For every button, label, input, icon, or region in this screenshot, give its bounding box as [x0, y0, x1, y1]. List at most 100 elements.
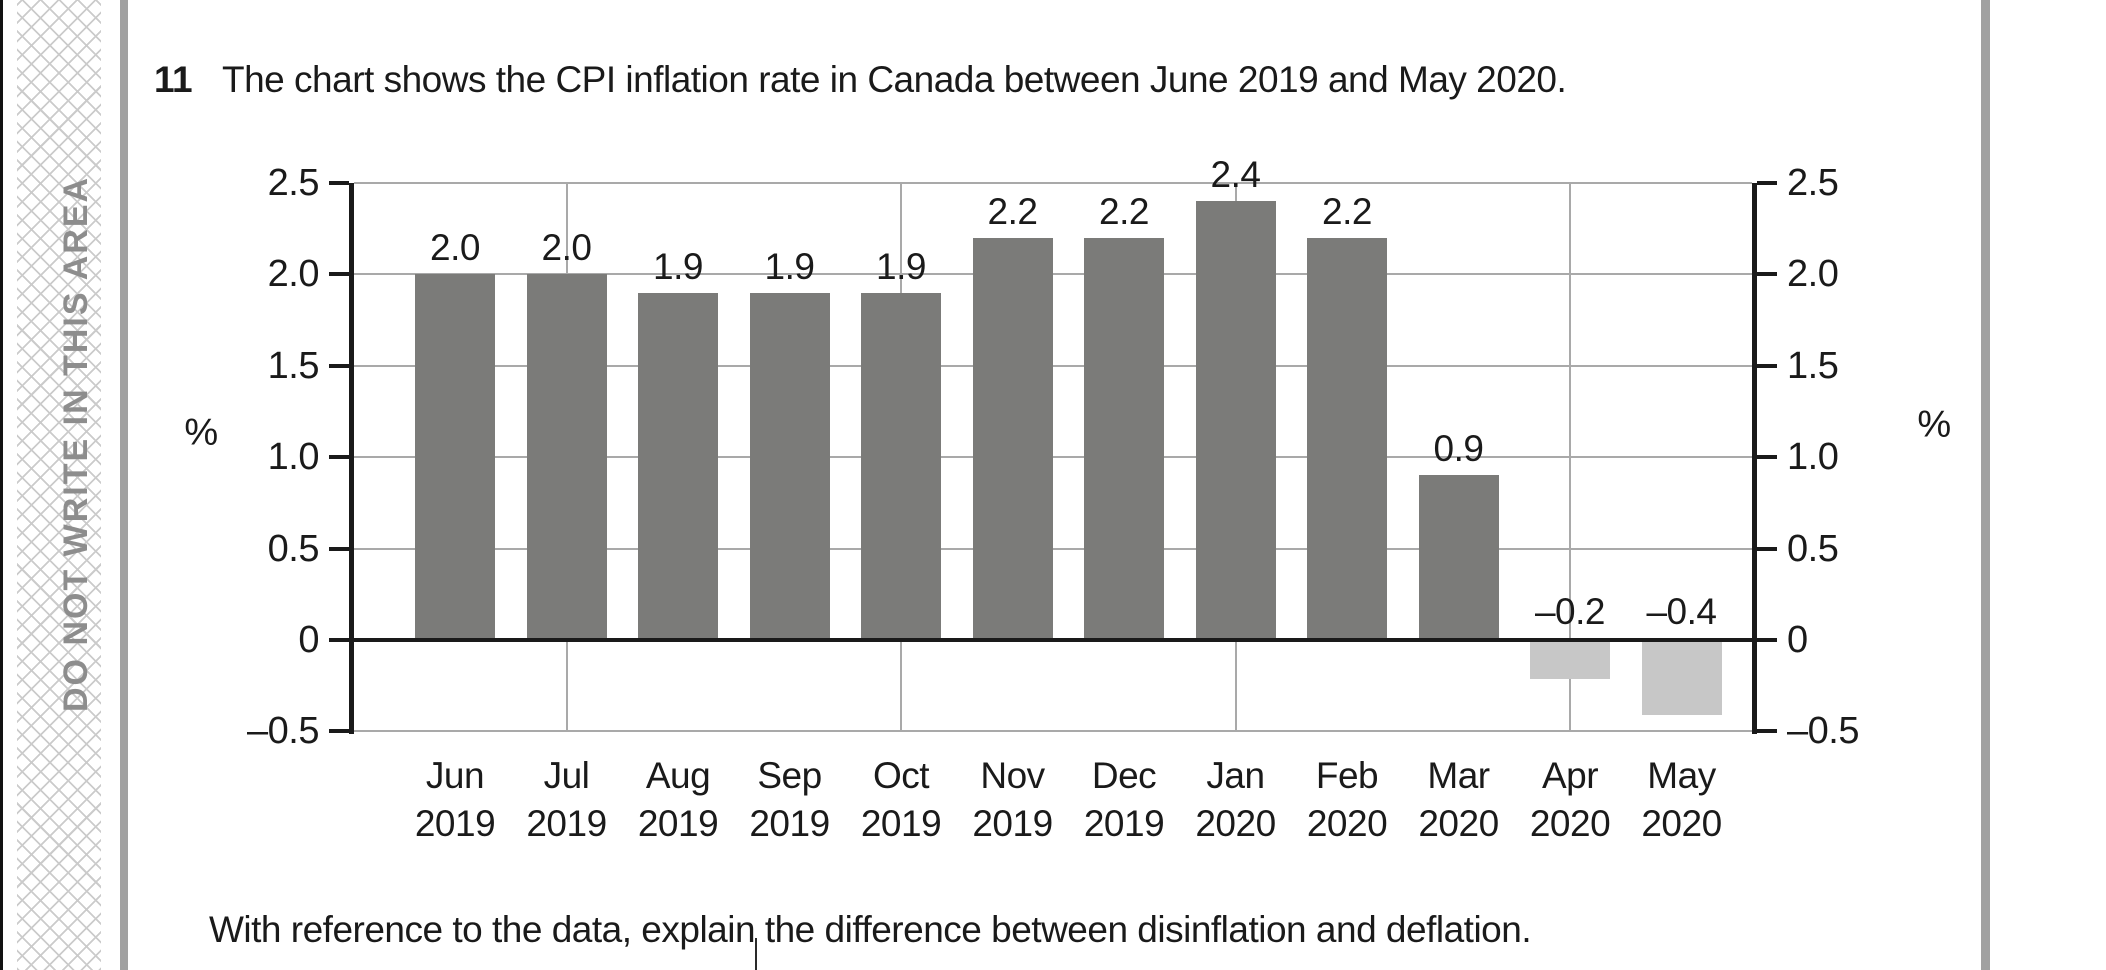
month-year: 2019 [972, 803, 1053, 844]
bar [861, 292, 941, 640]
bar [972, 237, 1053, 640]
bar-value-label: –0.4 [1646, 591, 1717, 632]
right-axis-tick [1757, 638, 1777, 642]
zero-line [354, 638, 1752, 642]
month-label: Jan 2020 [1156, 752, 1316, 848]
bar [1195, 201, 1276, 640]
left-divider-bar [120, 0, 128, 970]
month-name: Dec [1091, 755, 1157, 796]
month-name: Jun [425, 755, 485, 796]
month-name: Nov [980, 755, 1045, 796]
month-year: 2020 [1418, 803, 1499, 844]
bar [1307, 237, 1387, 640]
right-axis-tick [1757, 546, 1777, 551]
bar [415, 274, 495, 640]
y-tick-label-right: 2.0 [1787, 253, 1839, 296]
month-label: May 2020 [1602, 752, 1762, 848]
horizontal-gridline [354, 364, 1752, 367]
right-axis-tick [1757, 729, 1777, 734]
y-tick-label-left: 0.5 [267, 527, 320, 570]
right-axis-line [1752, 183, 1757, 734]
y-tick-label-right: 0 [1787, 619, 1808, 661]
month-year: 2019 [414, 803, 496, 844]
month-label: Apr 2020 [1490, 752, 1650, 848]
right-divider-bar [1981, 0, 1990, 970]
left-axis-tick [329, 181, 349, 185]
month-label: Jul 2019 [487, 752, 647, 848]
text-cursor [755, 938, 757, 970]
month-name: Mar [1427, 755, 1490, 796]
month-year: 2019 [860, 803, 942, 844]
bar [1530, 642, 1610, 679]
y-axis-unit-label-right: % [1917, 403, 1951, 446]
bar-value-label: 1.9 [764, 245, 815, 287]
right-axis-tick [1757, 455, 1777, 460]
bar-value-label: 2.0 [541, 227, 592, 269]
right-axis-tick [1757, 181, 1777, 185]
month-name: Oct [872, 755, 930, 796]
y-tick-label-left: 2.0 [267, 253, 320, 296]
month-year: 2019 [749, 803, 830, 844]
left-axis-tick [329, 455, 349, 460]
y-tick-label-right: 2.5 [1787, 162, 1839, 204]
bar [638, 292, 718, 640]
month-name: Aug [645, 755, 711, 796]
bar-value-label: 2.2 [987, 190, 1038, 232]
y-axis-unit-label-left: % [184, 411, 218, 454]
left-axis-tick [329, 729, 349, 734]
month-label: Nov 2019 [933, 752, 1093, 848]
horizontal-gridline [354, 456, 1752, 459]
page-border-left [0, 0, 3, 970]
month-name: Jan [1206, 755, 1265, 796]
bar [526, 274, 607, 640]
left-axis-tick [329, 363, 349, 368]
bar-value-label: 2.2 [1099, 190, 1149, 232]
month-label: Sep 2019 [710, 752, 870, 848]
left-axis-tick [329, 272, 349, 277]
y-tick-label-right: 1.0 [1787, 436, 1839, 479]
month-year: 2020 [1306, 803, 1388, 844]
month-label: Jun 2019 [375, 752, 535, 848]
question-prompt: With reference to the data, explain the … [209, 909, 1532, 950]
month-name: Apr [1541, 755, 1599, 796]
month-label: Feb 2020 [1267, 752, 1427, 848]
bar-value-label: 2.4 [1210, 154, 1261, 196]
horizontal-gridline [354, 547, 1752, 550]
right-axis-tick [1757, 363, 1777, 368]
month-name: Sep [757, 755, 822, 796]
horizontal-gridline [354, 273, 1752, 276]
month-year: 2019 [1083, 803, 1165, 844]
month-name: May [1647, 755, 1716, 796]
horizontal-gridline [354, 182, 1752, 184]
month-year: 2020 [1195, 803, 1276, 844]
month-label: Dec 2019 [1044, 752, 1204, 848]
y-tick-label-left: 1.0 [267, 436, 320, 479]
y-tick-label-left: –0.5 [247, 710, 319, 753]
bar-value-label: 0.9 [1433, 428, 1484, 470]
y-tick-label-left: 0 [298, 619, 319, 661]
y-tick-label-right: 0.5 [1787, 527, 1839, 570]
bar-value-label: 1.9 [653, 245, 703, 287]
month-year: 2019 [526, 803, 607, 844]
left-axis-tick [329, 546, 349, 551]
question-text: The chart shows the CPI inflation rate i… [222, 59, 1567, 100]
month-year: 2019 [637, 803, 719, 844]
y-tick-label-right: 1.5 [1787, 344, 1839, 387]
left-axis-line [349, 183, 354, 734]
right-axis-tick [1757, 272, 1777, 277]
month-name: Jul [543, 755, 590, 796]
y-tick-label-right: –0.5 [1787, 710, 1859, 753]
bar-value-label: 2.2 [1322, 190, 1372, 232]
month-label: Oct 2019 [821, 752, 981, 848]
month-year: 2020 [1529, 803, 1611, 844]
bar [1641, 642, 1722, 716]
bar [1418, 475, 1499, 640]
month-label: Mar 2020 [1379, 752, 1539, 848]
y-tick-label-left: 1.5 [267, 344, 320, 387]
month-name: Feb [1315, 755, 1379, 796]
bar-value-label: –0.2 [1534, 591, 1606, 632]
bar-value-label: 1.9 [876, 245, 926, 287]
left-axis-tick [329, 638, 349, 642]
